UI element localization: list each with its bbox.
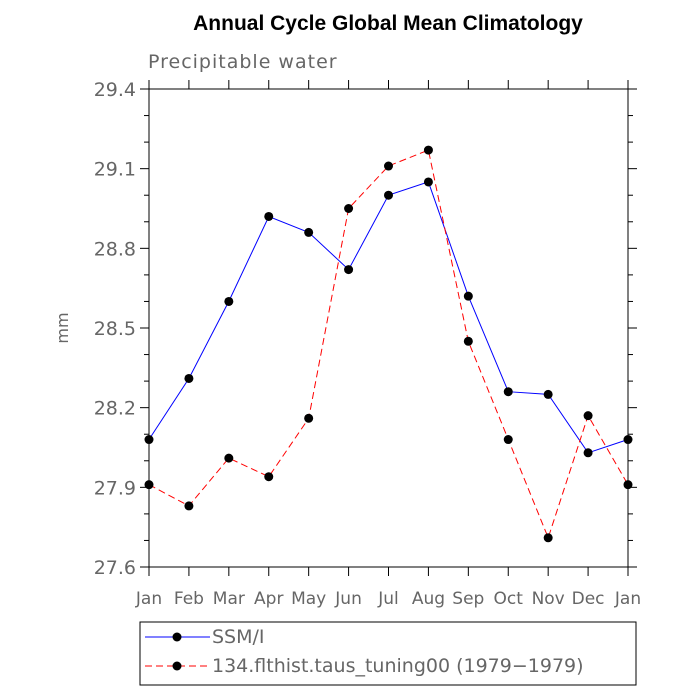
series-0-point (144, 435, 154, 445)
series-line-0 (148, 181, 629, 454)
x-tick-label: Jan (614, 589, 641, 609)
series-0-point (304, 227, 314, 237)
series-1-point (384, 161, 393, 171)
series-1-point (503, 435, 513, 445)
y-tick-label: 29.4 (94, 79, 136, 101)
series-1-point (463, 336, 473, 346)
series-0-point (583, 448, 593, 458)
series-1-point (264, 472, 274, 482)
series-1-point (144, 480, 154, 490)
series-0-point (344, 265, 354, 275)
series-0-point (503, 387, 513, 397)
series-1-point (304, 413, 314, 423)
x-tick-label: Apr (254, 589, 283, 609)
series-0-point (463, 291, 473, 301)
y-tick-label: 28.8 (94, 238, 136, 260)
legend-entry-model: 134.flthist.taus_tuning00 (1979−1979) (145, 655, 584, 677)
series-1-point (583, 411, 593, 421)
y-tick-label: 27.6 (94, 557, 136, 579)
x-tick-label: Nov (532, 589, 565, 609)
x-tick-label: Aug (412, 589, 445, 609)
series-0-point (623, 435, 633, 445)
series-0-point (543, 389, 553, 399)
series-0-point (224, 296, 234, 306)
series-1-point (543, 533, 553, 543)
series-0-point (264, 211, 274, 221)
y-tick-label: 27.9 (94, 477, 136, 499)
series-1-point (423, 145, 433, 155)
chart-title: Annual Cycle Global Mean Climatology (193, 12, 583, 35)
series-0-point (423, 177, 433, 187)
x-tick-label: Feb (174, 589, 204, 609)
legend-label-ssmi: SSM/I (212, 626, 265, 648)
series-line-1 (148, 149, 629, 540)
series-1-point (623, 480, 633, 490)
legend-label-model: 134.flthist.taus_tuning00 (1979−1979) (212, 655, 584, 677)
y-tick-label: 28.2 (94, 398, 136, 420)
x-tick-label: Jul (377, 589, 399, 609)
legend: SSM/I 134.flthist.taus_tuning00 (1979−19… (139, 621, 637, 686)
x-tick-label: Jun (334, 589, 362, 609)
y-tick-label: 28.5 (94, 318, 136, 340)
series-1-point (224, 453, 234, 463)
y-tick-label: 29.1 (94, 159, 136, 181)
legend-entry-ssmi: SSM/I (145, 626, 265, 648)
x-tick-label: Oct (494, 589, 524, 609)
x-tick-label: Mar (213, 589, 245, 609)
legend-box (139, 621, 637, 686)
x-tick-label: May (291, 589, 326, 609)
x-tick-label: Sep (452, 589, 484, 609)
series-0-point (384, 190, 393, 200)
plot-frame (148, 88, 629, 568)
x-tick-label: Jan (135, 589, 162, 609)
series-0-point (184, 373, 194, 383)
x-tick-label: Dec (572, 589, 605, 609)
y-axis-label: mm (53, 312, 72, 343)
series-1-point (184, 501, 194, 511)
legend-marker-ssmi (172, 632, 182, 642)
plot-area: 27.6 27.9 28.2 28.5 28.8 29.1 29.4 Jan Feb Mar Apr… (94, 79, 641, 609)
series-1-point (344, 204, 354, 213)
chart-subtitle: Precipitable water (148, 51, 338, 73)
legend-marker-model (172, 661, 182, 671)
